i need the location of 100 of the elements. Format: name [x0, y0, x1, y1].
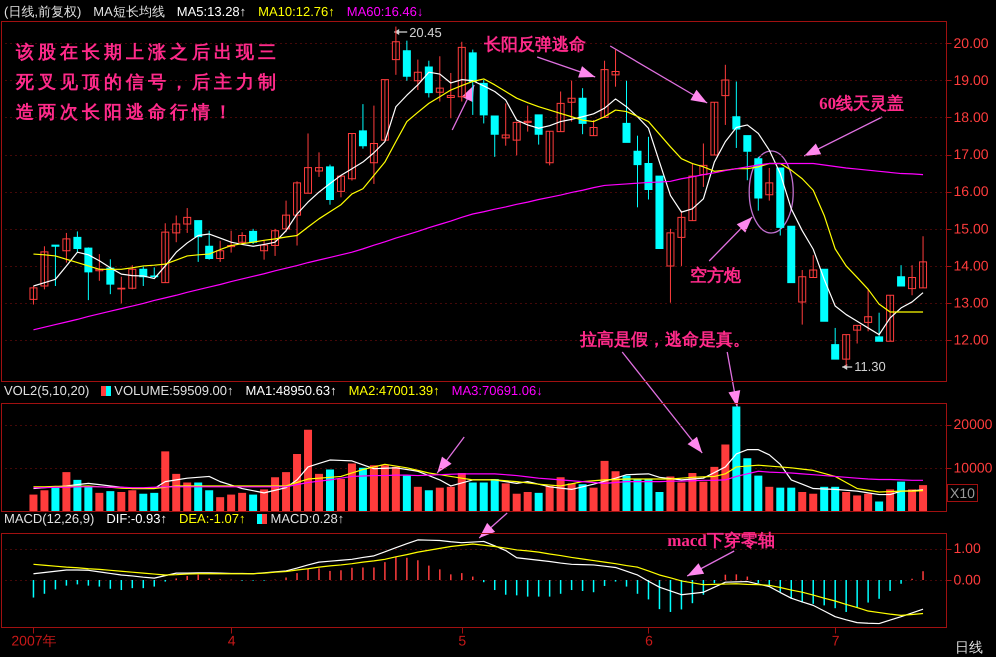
- bar: [875, 501, 884, 511]
- bar: [721, 444, 730, 511]
- bar: [480, 482, 488, 511]
- bar: [546, 486, 554, 511]
- bar: [842, 492, 850, 511]
- bar: [787, 488, 796, 511]
- text: MA60:16.46↓: [346, 4, 424, 19]
- candlestick: [358, 104, 367, 150]
- bar: [128, 490, 136, 511]
- x-tick-label: 6: [645, 632, 654, 648]
- annotation: 20.45: [409, 25, 442, 40]
- candlestick: [117, 276, 126, 304]
- candlestick: [524, 105, 532, 132]
- candlestick: [62, 232, 70, 264]
- candlestick: [886, 294, 894, 342]
- y-tick-label: 16.00: [954, 183, 989, 200]
- text: 日线: [955, 639, 983, 657]
- candlestick: [590, 120, 598, 136]
- bar: [633, 479, 642, 511]
- bar: [666, 476, 674, 511]
- bar: [172, 474, 180, 511]
- bar: [282, 472, 290, 511]
- candlestick: [864, 288, 872, 332]
- candlestick: [73, 230, 82, 254]
- candlestick: [710, 102, 718, 156]
- bar: [51, 488, 60, 511]
- y-tick-label: 20.00: [954, 34, 989, 51]
- candlestick: [919, 236, 928, 288]
- candlestick: [765, 167, 774, 202]
- candlestick: [293, 180, 302, 246]
- y-tick-label: 20000: [954, 416, 993, 432]
- candlestick: [677, 210, 686, 266]
- bar: [809, 494, 818, 511]
- bar: [864, 494, 872, 511]
- bar: [622, 476, 631, 511]
- text: MA3:70691.06↓: [452, 383, 543, 398]
- bar: [392, 466, 400, 511]
- candlestick: [502, 102, 510, 146]
- bar: [524, 492, 532, 511]
- candlestick: [556, 91, 565, 132]
- y-tick-label: 18.00: [954, 108, 989, 125]
- candlestick: [699, 142, 708, 188]
- candlestick: [666, 228, 674, 304]
- candlestick: [446, 72, 455, 119]
- bar: [84, 486, 92, 511]
- candlestick: [249, 228, 258, 245]
- bar: [304, 430, 312, 511]
- bar: [468, 482, 477, 511]
- bar: [358, 468, 367, 511]
- bar: [798, 492, 806, 511]
- candlestick: [490, 116, 499, 158]
- text: MA2:47001.39↑: [348, 383, 440, 398]
- candlestick: [743, 135, 752, 181]
- bar: [315, 474, 323, 511]
- bar: [238, 492, 246, 511]
- candlestick: [436, 56, 444, 102]
- candlestick: [216, 240, 224, 262]
- bar: [754, 476, 762, 511]
- candlestick: [40, 246, 48, 290]
- candlestick: [128, 264, 136, 290]
- chart-subtitle: MA短长均线: [93, 4, 165, 19]
- bar: [326, 470, 334, 511]
- bar: [293, 454, 302, 511]
- y-tick-label: 17.00: [954, 146, 989, 162]
- y-tick-label: 14.00: [954, 257, 989, 274]
- y-tick-label: 13.00: [954, 294, 989, 311]
- candlestick: [348, 132, 356, 182]
- candlestick: [271, 228, 280, 256]
- candlestick: [304, 132, 312, 194]
- text: DIF:-0.93↑: [106, 511, 167, 526]
- bar: [436, 488, 444, 511]
- bar: [336, 479, 345, 511]
- bar: [677, 482, 686, 511]
- bar: [655, 492, 664, 511]
- legend-label: VOLUME:59509.00↑: [113, 383, 234, 398]
- candlestick: [798, 270, 806, 326]
- candlestick: [688, 163, 696, 222]
- candlestick: [612, 49, 620, 88]
- x-tick-label: 5: [458, 632, 466, 648]
- x-tick-label: 7: [832, 632, 840, 648]
- text: MA5:13.28↑: [176, 4, 246, 19]
- bar: [402, 476, 411, 511]
- candlestick: [315, 152, 323, 178]
- bar: [502, 483, 510, 511]
- bar: [919, 485, 928, 511]
- bar: [62, 472, 70, 511]
- bar: [820, 486, 828, 511]
- bar: [161, 451, 170, 511]
- candlestick: [238, 232, 246, 245]
- candlestick: [161, 222, 170, 284]
- candlestick: [546, 130, 554, 166]
- bar: [590, 488, 598, 511]
- candlestick: [260, 240, 268, 260]
- candlestick: [732, 80, 740, 148]
- bar: [117, 492, 126, 511]
- candlestick: [29, 285, 38, 306]
- y-tick-label: 1.00: [954, 540, 981, 556]
- candlestick: [568, 80, 576, 122]
- bar: [40, 490, 48, 511]
- line-series: [32, 464, 924, 493]
